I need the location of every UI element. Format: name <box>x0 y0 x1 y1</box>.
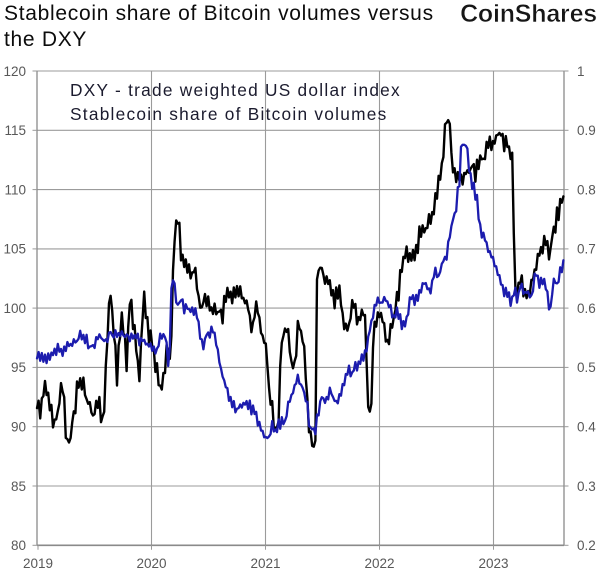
svg-text:2020: 2020 <box>136 556 166 571</box>
svg-text:0.4: 0.4 <box>577 420 596 435</box>
svg-text:0.6: 0.6 <box>577 301 596 316</box>
svg-text:100: 100 <box>3 301 26 316</box>
svg-text:0.8: 0.8 <box>577 182 596 197</box>
svg-text:90: 90 <box>11 420 26 435</box>
svg-text:1: 1 <box>577 64 585 79</box>
svg-text:0.3: 0.3 <box>577 479 596 494</box>
svg-text:80: 80 <box>11 538 26 553</box>
svg-text:0.2: 0.2 <box>577 538 596 553</box>
svg-text:105: 105 <box>3 242 26 257</box>
svg-text:2023: 2023 <box>478 556 508 571</box>
svg-text:115: 115 <box>4 123 26 138</box>
svg-text:0.9: 0.9 <box>577 123 596 138</box>
svg-text:2019: 2019 <box>23 556 53 571</box>
svg-text:85: 85 <box>11 479 26 494</box>
svg-text:0.7: 0.7 <box>577 242 596 257</box>
svg-text:2021: 2021 <box>250 556 280 571</box>
svg-text:0.5: 0.5 <box>577 360 596 375</box>
svg-text:110: 110 <box>4 182 26 197</box>
svg-text:120: 120 <box>3 64 26 79</box>
svg-text:95: 95 <box>11 360 26 375</box>
svg-text:2022: 2022 <box>364 556 394 571</box>
